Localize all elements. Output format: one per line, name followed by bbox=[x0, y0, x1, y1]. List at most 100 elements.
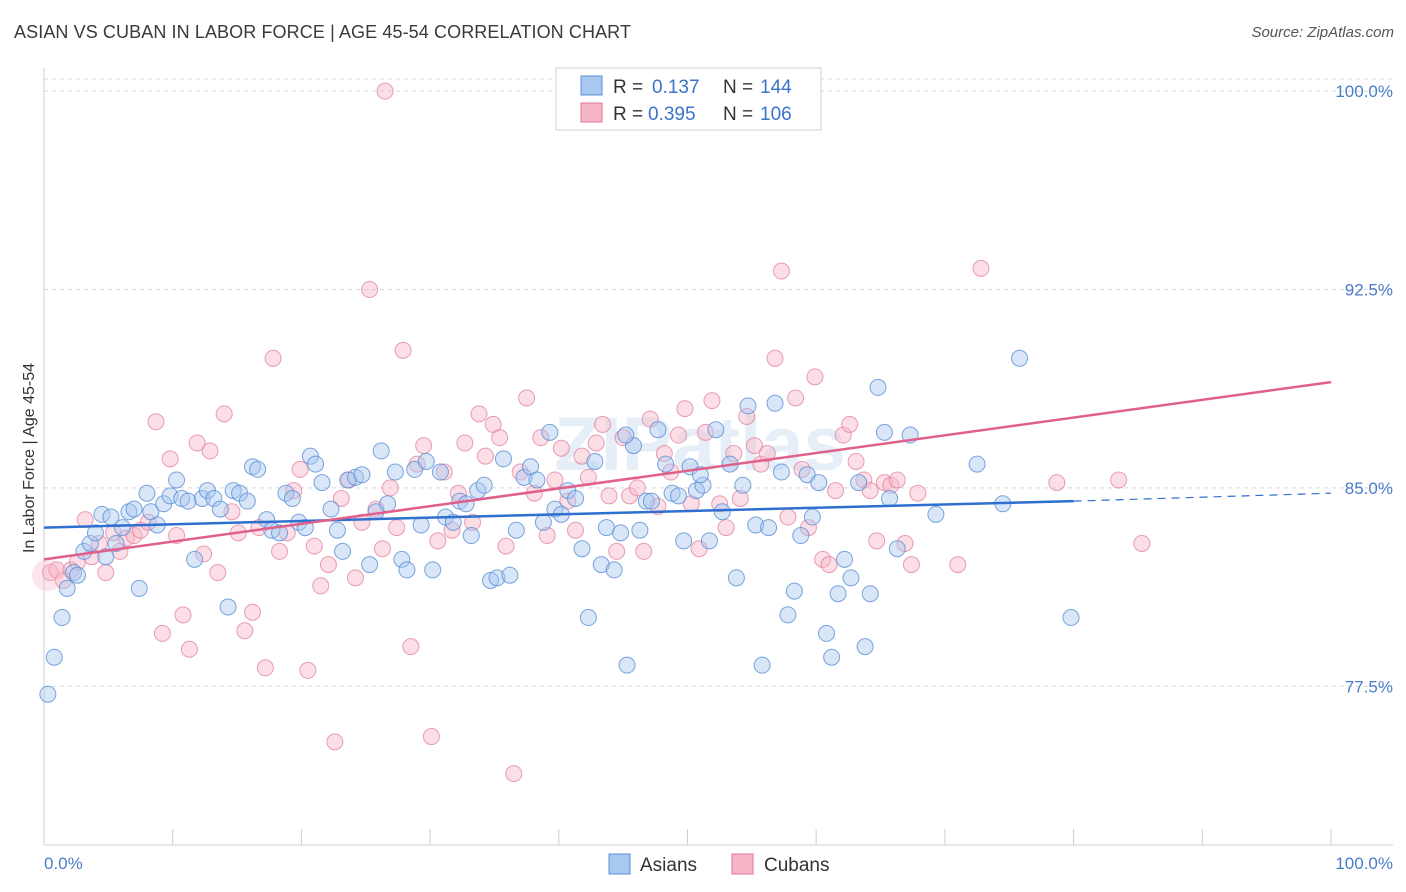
cuban-point bbox=[435, 463, 453, 481]
cuban-point bbox=[834, 426, 852, 444]
asian-point bbox=[618, 656, 636, 674]
cuban-point bbox=[587, 434, 605, 452]
asian-point bbox=[592, 556, 610, 574]
cuban-point bbox=[209, 564, 227, 582]
cuban-point bbox=[388, 519, 406, 537]
asian-point bbox=[488, 569, 506, 587]
asian-point bbox=[817, 624, 835, 642]
cuban-point bbox=[319, 556, 337, 574]
asians-trend-extension bbox=[1073, 492, 1332, 502]
x-tick-label-0: 0.0% bbox=[44, 854, 83, 873]
asian-point bbox=[888, 540, 906, 558]
cuban-point bbox=[717, 519, 735, 537]
asian-point bbox=[462, 527, 480, 545]
asian-point bbox=[249, 460, 267, 478]
asian-point bbox=[86, 524, 104, 542]
asian-point bbox=[219, 598, 237, 616]
y-axis-label: In Labor Force | Age 45-54 bbox=[21, 363, 38, 553]
asian-point bbox=[642, 492, 660, 510]
cuban-point bbox=[546, 471, 564, 489]
cuban-point bbox=[346, 569, 364, 587]
asian-point bbox=[307, 455, 325, 473]
asian-point bbox=[927, 505, 945, 523]
cuban-point bbox=[669, 426, 687, 444]
asian-point bbox=[707, 421, 725, 439]
asian-point bbox=[649, 421, 667, 439]
asian-point bbox=[727, 569, 745, 587]
cuban-point bbox=[456, 434, 474, 452]
asian-point bbox=[515, 468, 533, 486]
asian-point bbox=[772, 463, 790, 481]
bottom-legend-asians: Asians bbox=[640, 855, 697, 876]
cuban-point bbox=[820, 556, 838, 574]
cuban-point bbox=[594, 415, 612, 433]
cuban-point bbox=[256, 659, 274, 677]
bottom-legend: Asians Cubans bbox=[608, 853, 830, 876]
cuban-point bbox=[305, 537, 323, 555]
asian-point bbox=[97, 548, 115, 566]
chart-title: ASIAN VS CUBAN IN LABOR FORCE | AGE 45-5… bbox=[14, 22, 632, 42]
asian-point bbox=[130, 579, 148, 597]
asian-point bbox=[361, 556, 379, 574]
cuban-point bbox=[676, 400, 694, 418]
asian-point bbox=[494, 450, 512, 468]
asian-point bbox=[739, 397, 757, 415]
cuban-point bbox=[703, 392, 721, 410]
asian-point bbox=[829, 585, 847, 603]
cuban-point bbox=[271, 542, 289, 560]
source-credit: Source: ZipAtlas.com bbox=[1251, 24, 1394, 41]
legend-asians-n-value: 144 bbox=[760, 77, 792, 98]
cuban-point bbox=[779, 508, 797, 526]
cuban-point bbox=[972, 259, 990, 277]
asian-point bbox=[747, 516, 765, 534]
cuban-point bbox=[841, 415, 859, 433]
legend-swatch-asians bbox=[580, 75, 603, 96]
asian-point bbox=[779, 606, 797, 624]
cuban-point bbox=[243, 603, 261, 621]
legend-swatch-cubans bbox=[580, 102, 603, 123]
asian-point bbox=[579, 609, 597, 627]
cuban-point bbox=[470, 405, 488, 423]
cuban-point bbox=[476, 447, 494, 465]
asians-points bbox=[39, 349, 1080, 703]
asian-point bbox=[353, 466, 371, 484]
asian-point bbox=[766, 394, 784, 412]
asian-point bbox=[406, 460, 424, 478]
asian-point bbox=[861, 585, 879, 603]
asian-point bbox=[53, 609, 71, 627]
cuban-point bbox=[731, 489, 749, 507]
asian-point bbox=[534, 513, 552, 531]
cuban-point bbox=[888, 471, 906, 489]
asian-point bbox=[875, 423, 893, 441]
legend-asians-r-label: R = bbox=[613, 77, 643, 98]
cuban-point bbox=[827, 482, 845, 500]
cuban-point bbox=[1133, 534, 1151, 552]
asian-point bbox=[798, 466, 816, 484]
cuban-point bbox=[332, 489, 350, 507]
cuban-point bbox=[772, 262, 790, 280]
cuban-point bbox=[868, 532, 886, 550]
cuban-point bbox=[902, 556, 920, 574]
cuban-point bbox=[861, 482, 879, 500]
asian-point bbox=[850, 474, 868, 492]
asian-point bbox=[856, 638, 874, 656]
asian-point bbox=[586, 452, 604, 470]
asian-point bbox=[386, 463, 404, 481]
cuban-point bbox=[491, 429, 509, 447]
axes bbox=[43, 68, 1393, 846]
asian-point bbox=[528, 471, 546, 489]
cuban-point bbox=[180, 640, 198, 658]
asian-point bbox=[379, 495, 397, 513]
cuban-point bbox=[415, 437, 433, 455]
asian-point bbox=[657, 455, 675, 473]
cuban-point bbox=[201, 442, 219, 460]
cuban-point bbox=[97, 564, 115, 582]
cuban-point bbox=[1110, 471, 1128, 489]
asian-point bbox=[810, 474, 828, 492]
asian-point bbox=[734, 476, 752, 494]
cuban-point bbox=[909, 484, 927, 502]
legend-cubans-r-label: R = bbox=[613, 104, 643, 125]
cuban-point bbox=[161, 450, 179, 468]
x-tick-label-1: 100.0% bbox=[1335, 854, 1393, 873]
